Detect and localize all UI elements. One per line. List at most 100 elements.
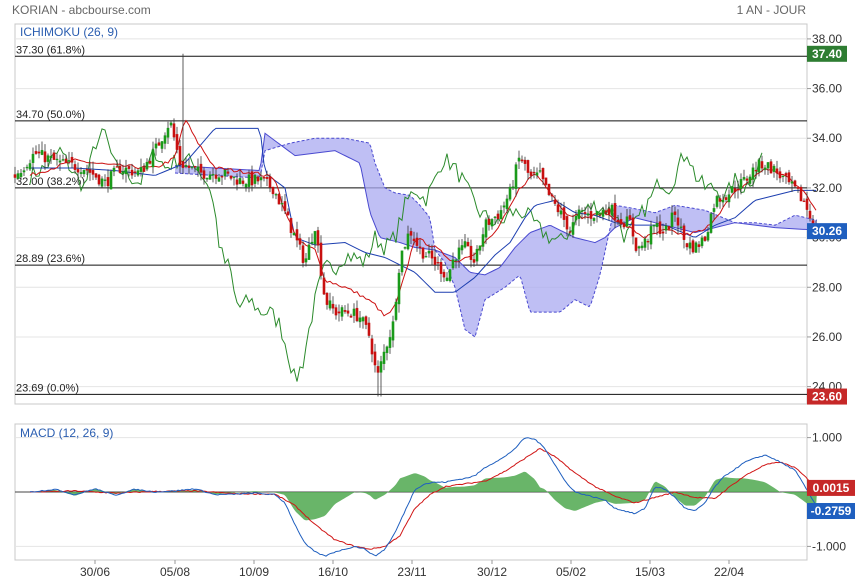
candle-body	[547, 183, 551, 196]
candle-body	[751, 167, 755, 180]
x-axis: 30/06 05/08 10/09 16/10 23/11 30/12 05/02 15/03…	[80, 560, 744, 579]
candle-body	[100, 178, 104, 187]
candle-body	[382, 351, 386, 365]
candle-body	[754, 169, 758, 172]
candle-body	[643, 238, 647, 248]
candle-body	[466, 241, 470, 247]
candle-body	[97, 174, 101, 185]
macd-badge	[807, 503, 855, 520]
candle-body	[112, 167, 116, 172]
candle-body	[94, 173, 98, 178]
candle-body	[313, 231, 317, 245]
candle-body	[328, 300, 332, 309]
candle-body	[256, 176, 260, 182]
chart-header-title: KORIAN - abcbourse.com	[12, 3, 151, 17]
candle-body	[103, 179, 107, 181]
candle-body	[580, 210, 584, 212]
candle-body	[322, 277, 326, 295]
price-tick-label: 34.00	[812, 131, 842, 145]
candle-body	[106, 177, 110, 187]
candle-body	[568, 231, 572, 233]
candle-body	[802, 200, 806, 203]
candle-body	[178, 146, 182, 165]
candle-body	[685, 243, 689, 248]
candle-body	[133, 171, 137, 173]
candle-body	[229, 175, 233, 179]
candle-body	[523, 159, 527, 164]
candle-body	[214, 174, 218, 179]
candle-body	[19, 172, 23, 178]
candle-body	[787, 172, 791, 183]
candle-body	[61, 159, 65, 161]
candle-body	[121, 171, 125, 174]
candle-body	[670, 212, 674, 228]
candle-body	[694, 242, 698, 253]
price-tick-label: 38.00	[812, 32, 842, 46]
candle-body	[496, 213, 500, 219]
candle-body	[553, 199, 557, 204]
candle-body	[145, 161, 149, 170]
candle-body	[712, 208, 716, 212]
candle-body	[40, 149, 44, 155]
candle-body	[748, 176, 752, 184]
candle-body	[739, 179, 743, 189]
candle-body	[208, 174, 212, 180]
candle-body	[505, 198, 509, 210]
candle-body	[526, 160, 530, 173]
candle-body	[745, 178, 749, 181]
candle-body	[757, 159, 761, 173]
candle-body	[115, 166, 119, 168]
candle-body	[703, 236, 707, 241]
candle-body	[139, 167, 143, 172]
candle-body	[142, 167, 146, 172]
x-tick-label: 22/04	[714, 565, 744, 579]
candle-body	[430, 250, 434, 259]
candle-body	[778, 171, 782, 179]
candle-body	[616, 219, 620, 222]
candle-body	[193, 166, 197, 168]
candle-body	[271, 186, 275, 195]
candle-body	[514, 164, 518, 190]
candle-body	[766, 162, 770, 169]
candle-body	[559, 210, 563, 215]
candle-body	[508, 186, 512, 200]
candle-body	[286, 211, 290, 216]
candle-body	[166, 127, 170, 138]
candle-body	[520, 159, 524, 162]
candle-body	[265, 177, 269, 179]
candle-body	[223, 169, 227, 177]
candle-body	[361, 317, 365, 322]
candle-body	[796, 187, 800, 189]
candle-body	[238, 178, 242, 185]
candle-body	[109, 171, 113, 190]
candle-body	[187, 165, 191, 168]
candle-body	[679, 226, 683, 228]
candle-body	[697, 244, 701, 248]
candle-body	[226, 171, 230, 174]
candle-body	[688, 242, 692, 249]
candle-body	[70, 156, 74, 163]
candle-body	[562, 207, 566, 220]
candle-body	[346, 310, 350, 314]
candle-body	[274, 194, 278, 196]
candle-body	[352, 308, 356, 316]
candle-body	[355, 307, 359, 322]
macd-axis: 1.000 -1.000 0.0015 -0.2759	[807, 431, 855, 553]
macd-line	[29, 437, 817, 557]
x-tick-label: 15/03	[635, 565, 665, 579]
candle-body	[550, 194, 554, 197]
candle-body	[427, 250, 431, 254]
candle-body	[367, 322, 371, 336]
candle-body	[577, 209, 581, 219]
macd-tick-label: 1.000	[812, 431, 842, 445]
candle-body	[682, 225, 686, 240]
candle-body	[772, 165, 776, 172]
candle-body	[706, 232, 710, 241]
candle-body	[634, 237, 638, 251]
candle-body	[337, 311, 341, 314]
candle-body	[169, 122, 173, 126]
macd-panel: 1.000 -1.000 0.0015 -0.2759 MACD (12, 26, 9…	[14, 423, 855, 561]
candle-body	[463, 241, 467, 248]
candle-body	[469, 245, 473, 260]
candle-body	[55, 158, 59, 161]
